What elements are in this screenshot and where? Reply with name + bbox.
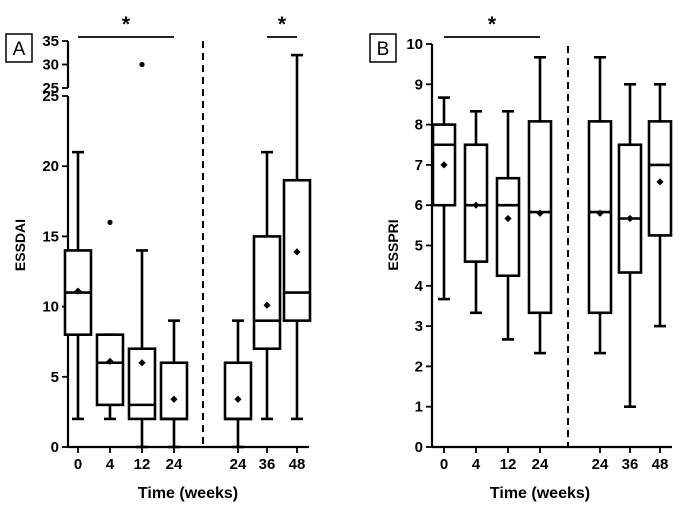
mean-marker: [440, 161, 448, 169]
x-tick-label: 24: [230, 456, 247, 473]
panel-label-a-frame: [5, 33, 33, 63]
y-tick-label: 30: [42, 57, 59, 74]
y-tick-label: 35: [42, 33, 59, 50]
x-tick-label: 12: [500, 456, 517, 473]
significance-star: *: [122, 13, 131, 36]
x-tick-label: 36: [259, 456, 276, 473]
x-tick-label: 36: [622, 456, 639, 473]
panel-label-b: B: [377, 39, 390, 60]
mean-marker: [234, 395, 242, 403]
x-tick-label: 48: [289, 456, 306, 473]
mean-marker: [170, 395, 178, 403]
mean-marker: [536, 209, 544, 217]
box: [223, 361, 253, 421]
mean-marker: [293, 248, 301, 256]
mean-marker: [504, 214, 512, 223]
x-tick-label: 4: [472, 456, 481, 473]
box: [617, 143, 643, 274]
mean-marker: [596, 209, 604, 217]
x-tick-label: 24: [592, 456, 609, 473]
x-tick-label: 0: [74, 456, 82, 473]
y-tick-label: 10: [42, 299, 59, 316]
y-tick-label: 0: [415, 439, 423, 456]
y-axis-title-b: ESSPRI: [385, 219, 401, 270]
y-tick-label: 5: [51, 369, 59, 386]
box: [159, 361, 189, 421]
y-tick-label: 6: [415, 197, 423, 214]
x-axis-title-a: Time (weeks): [138, 485, 238, 502]
y-tick-label: 4: [415, 278, 424, 295]
y-tick-label: 8: [415, 117, 423, 134]
mean-marker: [138, 359, 146, 367]
mean-marker: [626, 214, 634, 223]
y-tick-label: 1: [415, 399, 423, 416]
x-tick-label: 0: [440, 456, 448, 473]
y-tick-label: 15: [42, 228, 59, 245]
mean-marker: [472, 201, 480, 209]
y-tick-label: 25: [42, 80, 59, 97]
y-tick-label: 2: [415, 358, 423, 375]
x-tick-label: 48: [652, 456, 669, 473]
panel-label-a: A: [13, 39, 26, 60]
box: [527, 120, 553, 315]
mean-marker: [74, 287, 82, 295]
x-tick-label: 4: [106, 456, 115, 473]
outlier-point: [107, 219, 113, 225]
box: [495, 176, 521, 278]
x-axis-title-b: Time (weeks): [490, 485, 590, 502]
y-tick-label: 10: [406, 36, 423, 53]
x-tick-label: 24: [532, 456, 549, 473]
y-tick-label: 7: [415, 157, 423, 174]
y-tick-label: 5: [415, 238, 423, 255]
mean-marker: [106, 357, 114, 365]
significance-star: *: [488, 13, 497, 36]
y-axis-title-a: ESSDAI: [12, 219, 28, 271]
y-tick-label: 25: [42, 88, 59, 105]
y-tick-label: 20: [42, 158, 59, 175]
y-tick-label: 0: [51, 439, 59, 456]
x-tick-label: 24: [166, 456, 183, 473]
y-tick-label: 3: [415, 318, 423, 335]
box: [95, 333, 125, 407]
outlier-point: [139, 61, 145, 68]
panel-label-b-frame: [369, 33, 397, 63]
y-tick-label: 9: [415, 76, 423, 93]
mean-marker: [263, 301, 271, 309]
x-tick-label: 12: [134, 456, 151, 473]
significance-star: *: [278, 13, 287, 36]
box: [252, 235, 282, 351]
box: [587, 120, 613, 315]
mean-marker: [656, 178, 664, 186]
